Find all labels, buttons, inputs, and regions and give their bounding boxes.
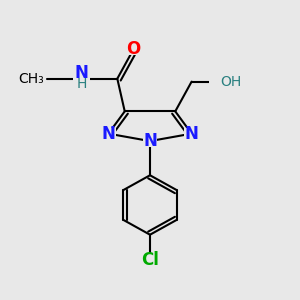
- Text: CH₃: CH₃: [19, 72, 44, 86]
- Text: N: N: [185, 125, 199, 143]
- Text: O: O: [127, 40, 141, 58]
- Bar: [142, 135, 158, 147]
- Text: N: N: [75, 64, 88, 82]
- Bar: [74, 70, 90, 87]
- Text: N: N: [143, 132, 157, 150]
- Text: N: N: [101, 125, 115, 143]
- Text: Cl: Cl: [141, 251, 159, 269]
- Text: H: H: [76, 77, 87, 91]
- Bar: [184, 128, 199, 140]
- Text: OH: OH: [221, 75, 242, 88]
- Bar: [142, 254, 158, 266]
- Bar: [127, 43, 140, 55]
- Bar: [101, 128, 116, 140]
- Bar: [209, 76, 228, 88]
